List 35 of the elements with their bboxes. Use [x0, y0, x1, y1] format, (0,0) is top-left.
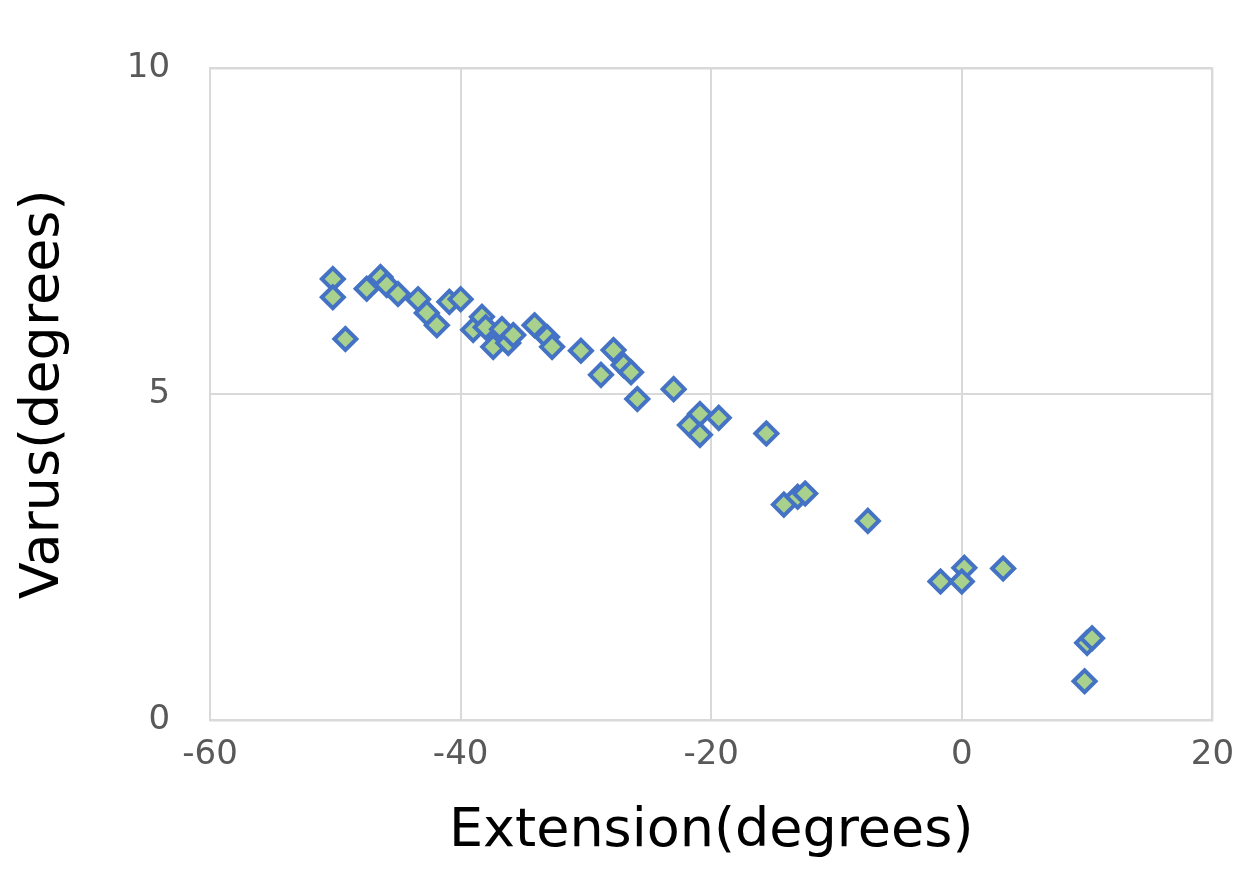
x-tick-label: 20 [1190, 731, 1234, 772]
point [854, 507, 881, 534]
x-tick-label: -20 [683, 731, 739, 772]
x-tick-label: 0 [950, 731, 973, 772]
point [1071, 668, 1098, 695]
point [686, 421, 713, 448]
x-tick-label: -60 [182, 731, 238, 772]
point [319, 284, 346, 311]
point [521, 312, 548, 339]
y-tick-label: 10 [126, 45, 171, 86]
point [385, 280, 411, 307]
x-tick-label: -40 [432, 731, 489, 772]
point [618, 359, 645, 386]
point [447, 286, 474, 313]
point [1079, 625, 1106, 652]
point [792, 480, 819, 507]
point [990, 555, 1017, 582]
point [753, 420, 780, 447]
point [660, 376, 687, 403]
y-axis-title: Varus(degrees) [8, 189, 72, 600]
point [500, 322, 527, 349]
y-tick-label: 5 [148, 371, 171, 412]
point [587, 361, 614, 388]
point [600, 337, 627, 364]
point [332, 325, 359, 352]
point [567, 337, 594, 364]
point [624, 385, 651, 412]
point [353, 275, 380, 302]
point [948, 568, 975, 595]
x-axis-title: Extension(degrees) [448, 795, 974, 859]
y-tick-label: 0 [148, 697, 171, 738]
point [927, 568, 954, 595]
point [539, 333, 566, 360]
point [423, 312, 450, 339]
point [705, 404, 732, 431]
